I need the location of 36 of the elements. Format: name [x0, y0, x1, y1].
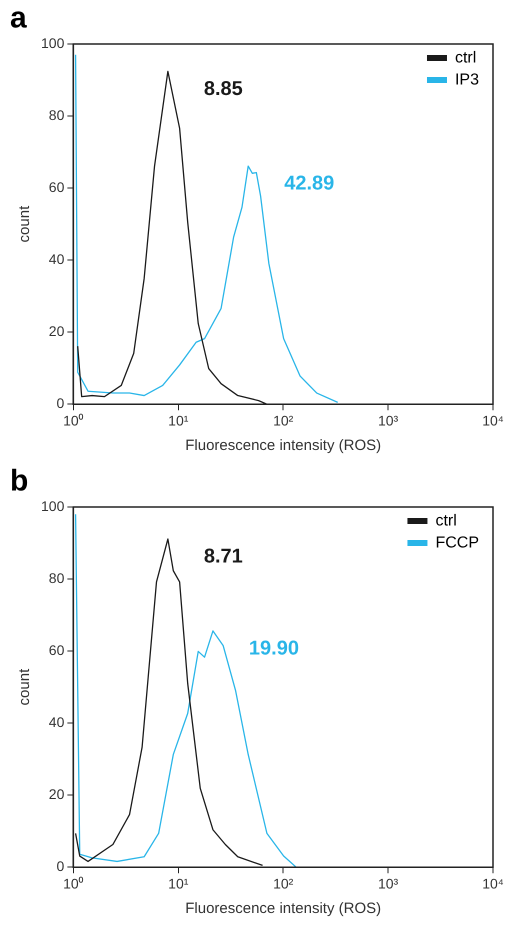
annotation: 8.71 [204, 546, 243, 568]
x-tick-label: 10³ [378, 412, 399, 428]
x-tick-label: 10¹ [168, 875, 189, 892]
y-tick-label: 20 [48, 786, 65, 802]
y-tick-label: 40 [48, 714, 65, 730]
x-tick-label: 10² [273, 875, 294, 892]
x-tick-label: 10⁰ [63, 875, 84, 892]
x-tick-label: 10¹ [168, 412, 189, 428]
x-tick-label: 10² [273, 412, 294, 428]
y-tick-label: 100 [41, 34, 65, 51]
chart-title: a [10, 1, 27, 34]
annotation: 8.85 [204, 78, 243, 100]
y-tick-label: 100 [41, 498, 65, 514]
y-tick-label: 80 [48, 570, 65, 586]
annotation: 42.89 [284, 172, 334, 195]
y-axis-title: count [16, 668, 34, 706]
x-axis-title: Fluorescence intensity (ROS) [185, 437, 382, 454]
x-tick-label: 10⁴ [482, 412, 504, 428]
x-tick-label: 10⁴ [482, 875, 504, 892]
legend-label: ctrl [454, 49, 476, 66]
y-tick-label: 0 [56, 395, 65, 412]
y-tick-label: 20 [48, 323, 65, 340]
x-tick-label: 10⁰ [63, 412, 84, 428]
y-tick-label: 40 [48, 250, 65, 267]
x-tick-label: 10³ [378, 875, 399, 892]
x-axis-title: Fluorescence intensity (ROS) [185, 900, 382, 918]
y-tick-label: 80 [48, 106, 65, 123]
y-tick-label: 60 [48, 642, 65, 658]
y-tick-label: 60 [48, 178, 65, 195]
y-tick-label: 0 [56, 858, 65, 874]
legend-label: FCCP [435, 534, 480, 552]
legend-label: ctrl [435, 512, 457, 530]
chart-title: b [10, 464, 28, 498]
y-axis-title: count [16, 204, 34, 242]
legend-label: IP3 [454, 71, 480, 88]
annotation: 19.90 [248, 637, 299, 660]
